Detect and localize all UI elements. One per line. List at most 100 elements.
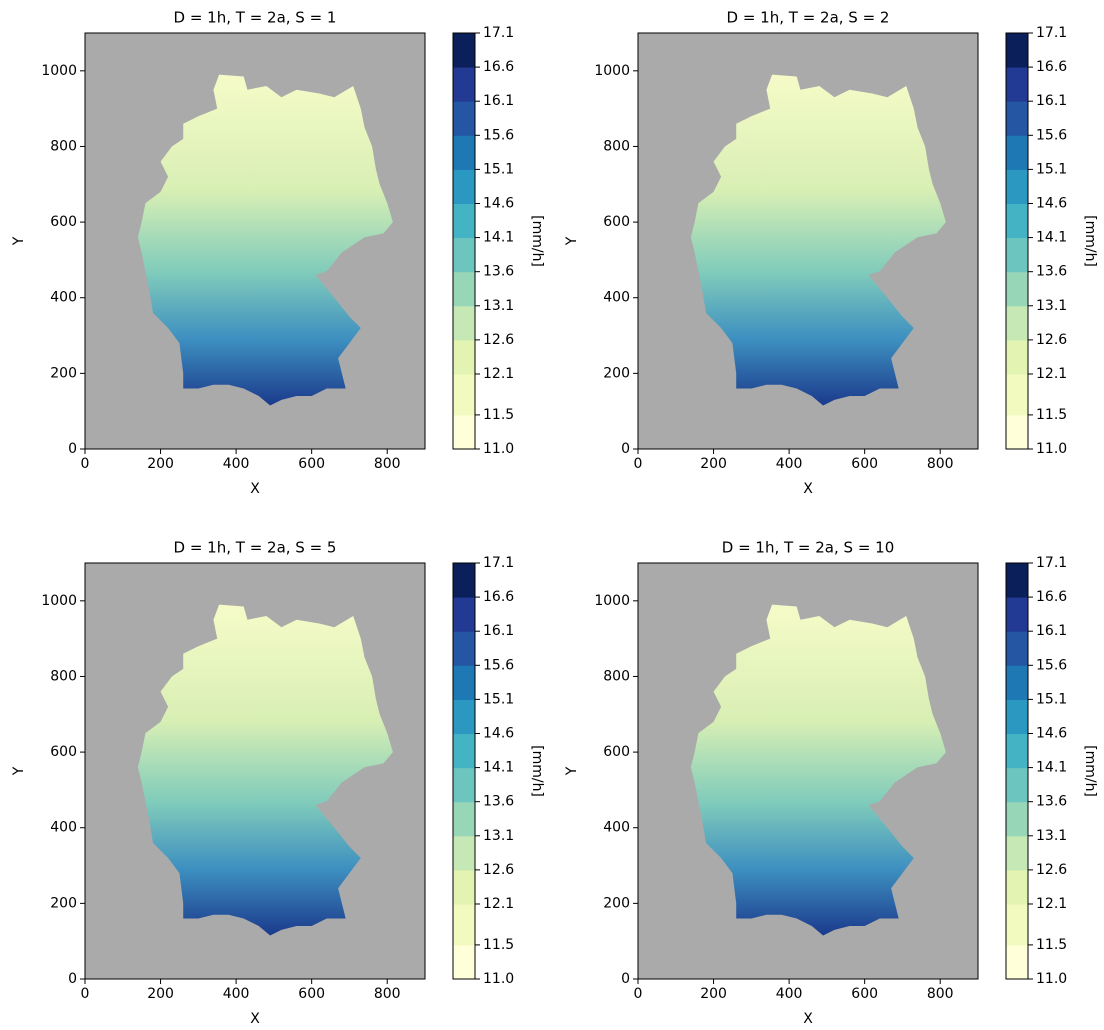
x-tick-label: 0 [81, 986, 90, 1002]
x-tick-label: 400 [223, 986, 250, 1002]
x-axis-label: X [803, 1011, 813, 1027]
y-tick-label: 1000 [594, 593, 630, 609]
colorbar-segment [1006, 699, 1028, 734]
colorbar-segment [453, 169, 475, 204]
colorbar-tick-label: 13.1 [1036, 828, 1067, 844]
colorbar-tick-label: 12.6 [483, 862, 514, 878]
x-tick-label: 400 [776, 986, 803, 1002]
y-tick-label: 600 [50, 214, 77, 230]
colorbar-label: [mm/h] [529, 215, 545, 267]
colorbar-segment [1006, 203, 1028, 239]
axes-frame [84, 562, 426, 980]
colorbar-tick-label: 16.1 [1036, 623, 1067, 639]
colorbar-segment [1006, 597, 1028, 632]
y-axis-label: Y [11, 236, 27, 246]
y-tick-label: 400 [603, 290, 630, 306]
y-tick-label: 400 [50, 820, 77, 836]
colorbar-tick-label: 17.1 [483, 555, 514, 571]
colorbar-tick-label: 12.1 [1036, 366, 1067, 382]
colorbar-segment [1006, 631, 1028, 666]
colorbar-tick-label: 11.0 [483, 971, 514, 987]
colorbar-tick-label: 15.1 [483, 691, 514, 707]
colorbar-tick-label: 16.1 [483, 623, 514, 639]
colorbar-segment [453, 699, 475, 734]
colorbar-tick-label: 15.6 [1036, 657, 1067, 673]
x-tick-label: 200 [147, 986, 174, 1002]
colorbar-tick-label: 15.6 [483, 127, 514, 143]
land-area [690, 604, 946, 936]
colorbar-segment [1006, 373, 1028, 416]
colorbar-segment [453, 373, 475, 416]
colorbar-segment [453, 67, 475, 102]
colorbar-tick-label: 14.6 [1036, 725, 1067, 741]
y-tick-label: 0 [621, 971, 630, 987]
colorbar-segment [1006, 414, 1028, 450]
colorbar-tick-label: 16.1 [483, 93, 514, 109]
panel-title: D = 1h, T = 2a, S = 1 [174, 9, 337, 27]
colorbar-tick-label: 11.0 [1036, 971, 1067, 987]
x-axis-label: X [250, 1011, 260, 1027]
colorbar-segment [453, 631, 475, 666]
x-tick-label: 600 [851, 456, 878, 472]
colorbar-tick-label: 16.1 [1036, 93, 1067, 109]
colorbar-segment [453, 665, 475, 700]
x-tick-label: 400 [223, 456, 250, 472]
panel: D = 1h, T = 2a, S = 2 0 200 400 600 800 0 200 40… [564, 9, 1098, 498]
colorbar-frame [1005, 32, 1029, 450]
colorbar-tick-label: 13.6 [483, 794, 514, 810]
colorbar-segment [1006, 903, 1028, 946]
colorbar-label: [mm/h] [529, 745, 545, 797]
colorbar-tick-label: 11.5 [483, 407, 514, 423]
colorbar-tick-label: 16.6 [1036, 59, 1067, 75]
colorbar-segment [1006, 869, 1028, 905]
colorbar-segment [1006, 563, 1028, 598]
colorbar-segment [453, 835, 475, 871]
x-tick-label: 200 [700, 456, 727, 472]
x-tick-label: 600 [851, 986, 878, 1002]
y-tick-label: 0 [68, 971, 77, 987]
colorbar-segment [1006, 33, 1028, 68]
colorbar-tick-label: 13.1 [1036, 298, 1067, 314]
colorbar-tick-label: 14.1 [1036, 230, 1067, 246]
y-tick-label: 400 [603, 820, 630, 836]
colorbar-segment [1006, 67, 1028, 102]
panel: D = 1h, T = 2a, S = 5 0 200 400 600 800 0 200 40… [11, 539, 545, 1028]
panel-title: D = 1h, T = 2a, S = 2 [727, 9, 890, 27]
colorbar-tick-label: 13.1 [483, 828, 514, 844]
x-tick-label: 800 [927, 456, 954, 472]
colorbar-frame [452, 32, 476, 450]
x-tick-label: 600 [298, 456, 325, 472]
y-tick-label: 600 [603, 214, 630, 230]
colorbar-segment [453, 801, 475, 837]
y-tick-label: 800 [603, 138, 630, 154]
colorbar-tick-label: 15.6 [1036, 127, 1067, 143]
colorbar-tick-label: 14.6 [483, 725, 514, 741]
panel-title: D = 1h, T = 2a, S = 10 [722, 539, 895, 557]
colorbar-tick-label: 17.1 [483, 25, 514, 41]
colorbar-segment [453, 903, 475, 946]
x-tick-label: 800 [927, 986, 954, 1002]
colorbar-tick-label: 14.1 [483, 760, 514, 776]
colorbar-tick-label: 17.1 [1036, 555, 1067, 571]
colorbar-segment [1006, 944, 1028, 980]
colorbar-segment [453, 339, 475, 375]
colorbar-segment [1006, 135, 1028, 170]
colorbar-segment [453, 135, 475, 170]
land-area [137, 74, 393, 406]
x-tick-label: 200 [700, 986, 727, 1002]
colorbar-segment [453, 271, 475, 307]
colorbar-tick-label: 11.5 [483, 937, 514, 953]
colorbar-segment [1006, 733, 1028, 769]
y-tick-label: 200 [50, 365, 77, 381]
colorbar-tick-label: 15.1 [483, 161, 514, 177]
colorbar-tick-label: 13.6 [1036, 794, 1067, 810]
colorbar-tick-label: 15.1 [1036, 161, 1067, 177]
colorbar-tick-label: 15.6 [483, 657, 514, 673]
colorbar-segment [1006, 305, 1028, 341]
y-tick-label: 800 [50, 138, 77, 154]
colorbar-segment [1006, 169, 1028, 204]
colorbar-segment [453, 944, 475, 980]
colorbar-frame [452, 562, 476, 980]
colorbar-tick-label: 12.6 [1036, 862, 1067, 878]
